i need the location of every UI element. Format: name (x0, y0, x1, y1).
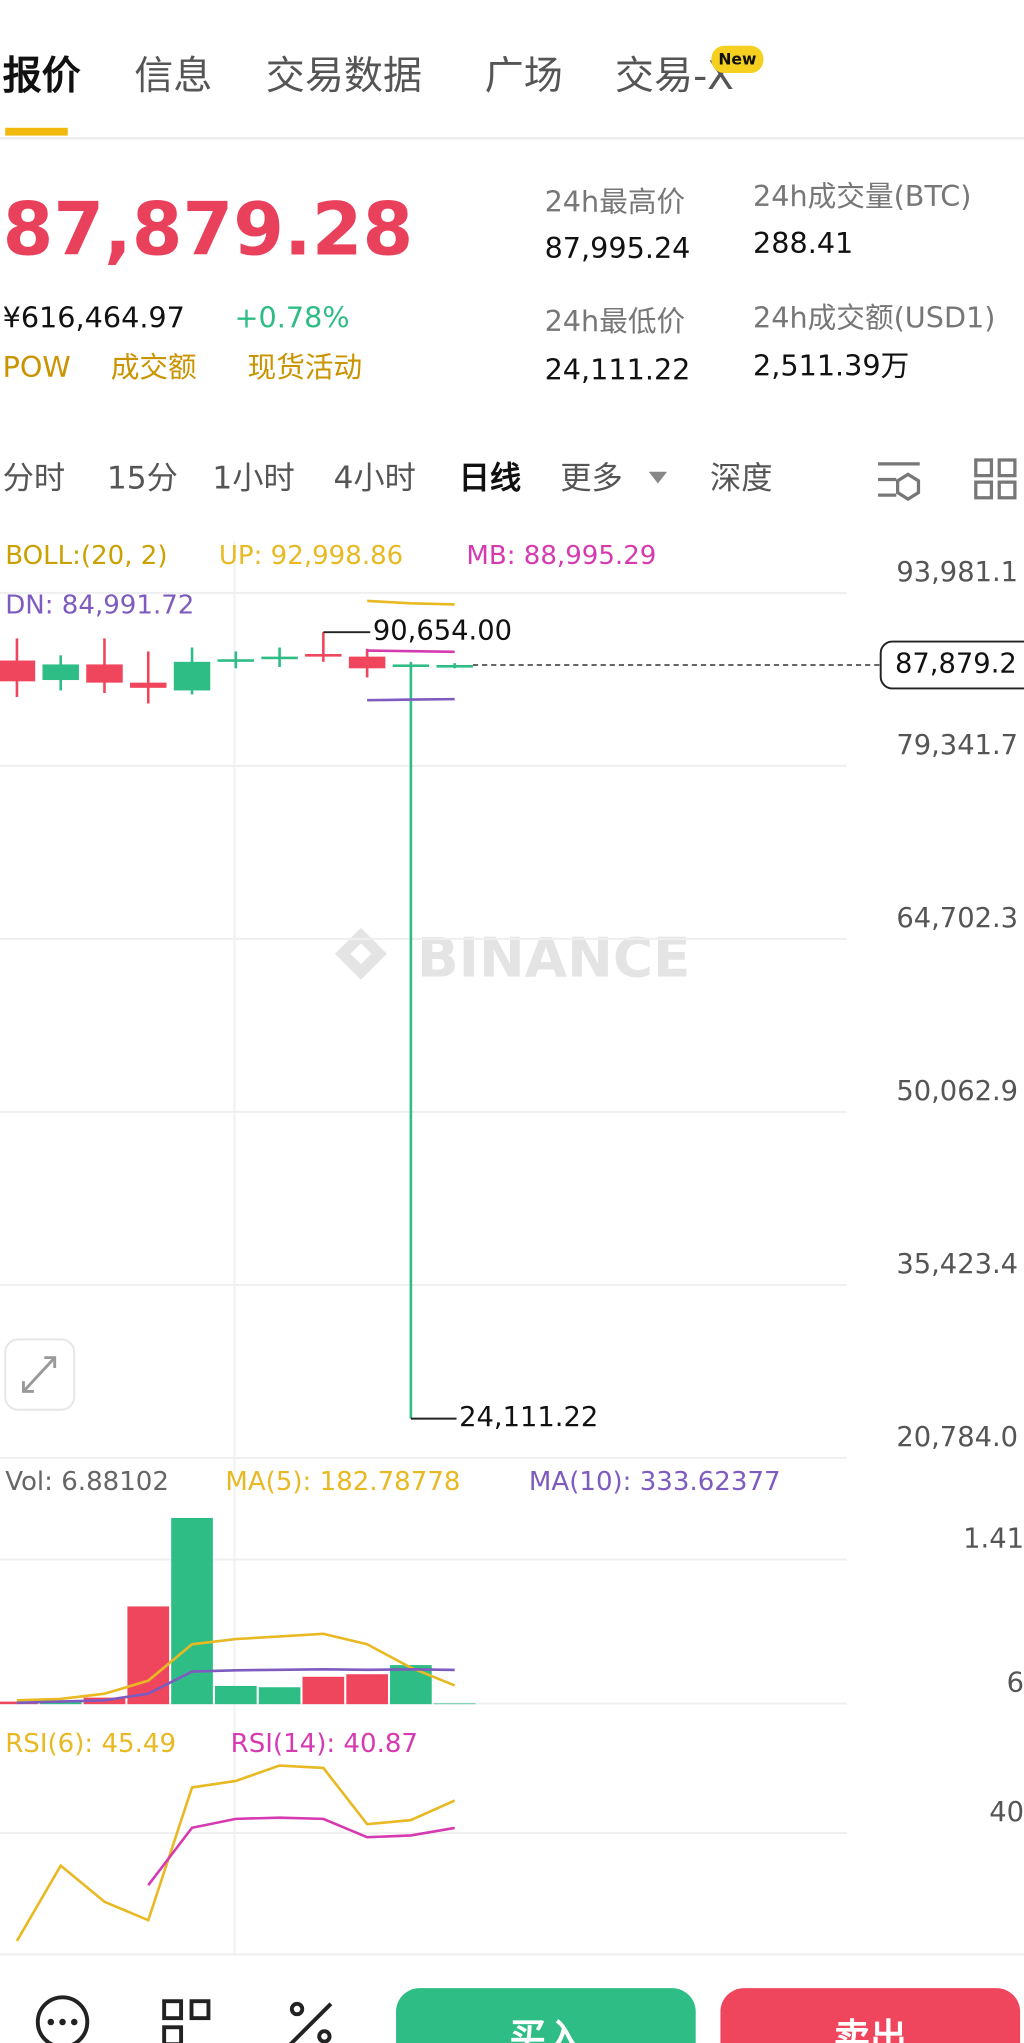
interval[interactable]: 分时 (3, 461, 66, 497)
candle-body (0, 660, 36, 682)
legend-entry: MB: 88,995.29 (466, 541, 656, 571)
interval[interactable]: 4小时 (334, 461, 416, 497)
legend-entry: MA(5): 182.78778 (225, 1467, 460, 1497)
current-price-label: 87,879.2 (895, 648, 1017, 679)
watermark-logo (334, 927, 387, 980)
series-line (367, 697, 455, 702)
interval[interactable]: 日线 (459, 461, 521, 497)
stat-value: 24,111.22 (545, 352, 691, 386)
more-dots (47, 2018, 78, 2026)
volume-bar (302, 1676, 345, 1705)
change: +0.78% (235, 300, 350, 334)
grid-icon[interactable] (162, 1999, 211, 2043)
sell-label: 卖出 (834, 2015, 907, 2043)
tag[interactable]: 现货活动 (248, 350, 363, 384)
buy-label: 买入 (509, 2015, 582, 2043)
tab[interactable]: 报价 (3, 54, 81, 99)
chart-title: BOLL:(20, 2) (5, 541, 167, 571)
legend-entry: MA(10): 333.62377 (529, 1467, 781, 1497)
series-line (16, 1632, 456, 1702)
y-tick-label: 50,062.9 (896, 1076, 1018, 1107)
current-price-box (879, 640, 1024, 690)
chart-title: Vol: 6.88102 (5, 1467, 169, 1497)
sell-button[interactable] (720, 1988, 1021, 2043)
volume-bar (171, 1517, 213, 1705)
cny-price: ¥616,464.97 (3, 300, 185, 334)
volume-bar (346, 1674, 388, 1705)
more-icon[interactable] (35, 1995, 90, 2043)
series-line (367, 599, 455, 606)
stat-label: 24h成交额(USD1) (753, 300, 995, 334)
y-tick-label: 64,702.3 (896, 903, 1018, 934)
y-tick-label: 93,981.1 (896, 557, 1018, 588)
stat-value: 2,511.39万 (753, 348, 909, 382)
buy-button[interactable] (396, 1988, 696, 2043)
legend-entry: RSI(14): 40.87 (231, 1729, 418, 1759)
stat-label: 24h成交量(BTC) (753, 179, 971, 213)
new-badge: New (718, 50, 756, 69)
tag[interactable]: 成交额 (111, 350, 197, 384)
stat-label: 24h最低价 (545, 304, 686, 338)
series-line (16, 1667, 455, 1705)
last-price: 87,879.28 (3, 188, 414, 273)
volume-bar (127, 1606, 170, 1705)
candle-body (392, 664, 430, 668)
candle-body (305, 654, 342, 657)
y-tick-label: 20,784.0 (896, 1422, 1018, 1453)
volume-bar (214, 1685, 257, 1705)
y-tick-label: 6 (1007, 1668, 1024, 1699)
tag[interactable]: POW (3, 350, 71, 384)
tab[interactable]: 广场 (485, 54, 563, 99)
series-line (147, 1816, 455, 1887)
series-line (367, 649, 455, 654)
watermark: BINANCE (417, 926, 690, 990)
low-label: 24,111.22 (459, 1402, 598, 1433)
stat-label: 24h最高价 (545, 184, 686, 218)
tab-underline (5, 127, 68, 136)
candle-body (348, 656, 386, 669)
layout-icon[interactable] (974, 458, 1017, 500)
stat-value: 288.41 (753, 226, 853, 260)
candle-body (261, 656, 298, 660)
charts: 93,981.1 79,341.7 64,702.3 50,062.9 35,423.4… (0, 541, 1024, 1942)
candle-body (42, 664, 79, 681)
candle-body (86, 664, 123, 683)
expand-icon (22, 1356, 57, 1393)
candle-body (130, 682, 167, 688)
interval[interactable]: 1小时 (212, 461, 294, 497)
settings-icon[interactable] (878, 462, 921, 501)
volume-bar (258, 1687, 301, 1705)
y-tick-label: 1.41 (963, 1524, 1024, 1555)
interval[interactable]: 深度 (710, 461, 773, 497)
interval[interactable]: 更多 (560, 461, 623, 497)
volume-bar (390, 1665, 432, 1705)
y-tick-label: 40 (989, 1797, 1024, 1828)
dropdown-arrow (648, 471, 668, 484)
candle-body (173, 661, 211, 691)
series-line (15, 1764, 456, 1942)
interval[interactable]: 15分 (107, 461, 178, 497)
tab[interactable]: 信息 (134, 54, 212, 99)
candle-body (436, 664, 473, 668)
legend-entry: DN: 84,991.72 (5, 590, 194, 620)
stat-value: 87,995.24 (545, 231, 691, 265)
candle-body (217, 659, 255, 662)
tools-icon[interactable] (288, 2001, 333, 2043)
high-label: 90,654.00 (373, 616, 512, 647)
new-badge-bg (711, 45, 764, 74)
tab[interactable]: 交易数据 (266, 54, 422, 99)
y-tick-label: 79,341.7 (896, 730, 1018, 761)
y-tick-label: 35,423.4 (896, 1249, 1018, 1280)
legend-entry: UP: 92,998.86 (219, 541, 403, 571)
volume-bar (433, 1703, 476, 1705)
legend-entry: RSI(6): 45.49 (5, 1729, 176, 1759)
